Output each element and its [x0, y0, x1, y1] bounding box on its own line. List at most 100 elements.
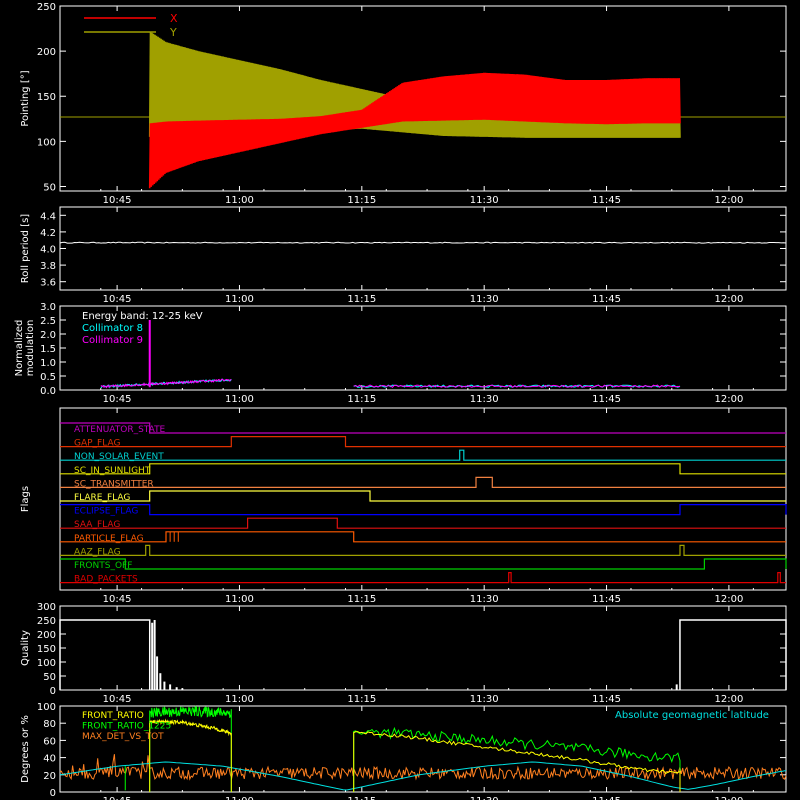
flag-trace-saa-flag — [60, 517, 786, 529]
legend-label: FRONT_RATIO — [82, 711, 144, 721]
y-tick-label: 3.6 — [40, 278, 56, 289]
x-tick-label: 11:15 — [347, 195, 376, 206]
y-tick-label: 2.0 — [40, 330, 56, 341]
series-geomagnetic-latitude — [59, 761, 787, 791]
y-tick-label: 200 — [37, 47, 56, 58]
y-tick-label: 150 — [37, 92, 56, 103]
x-tick-label: 10:45 — [103, 294, 132, 305]
flag-trace-fronts-off — [60, 558, 787, 570]
series-front-ratio — [149, 718, 232, 792]
x-tick-label: 11:45 — [592, 594, 621, 605]
x-tick-label: 12:00 — [714, 195, 743, 206]
flag-trace-sc-in-sunlight — [60, 463, 786, 475]
y-axis-label: Degrees or % — [20, 715, 31, 783]
panel-1: 50 100 150 200 250 10:45 11:00 11:15 11:30 11:45 1… — [20, 2, 787, 206]
x-tick-label: 11:15 — [347, 594, 376, 605]
x-tick-label: 11:00 — [225, 796, 254, 800]
y-tick-label: 50 — [43, 672, 56, 683]
x-tick-label: 11:15 — [347, 694, 376, 705]
y-tick-label: 4.2 — [40, 228, 56, 239]
x-tick-label: 10:45 — [103, 594, 132, 605]
y-tick-label: 50 — [43, 182, 56, 193]
legend-label: Energy band: 12-25 keV — [82, 311, 203, 322]
flag-trace-non-solar-event — [60, 449, 786, 461]
x-tick-label: 11:30 — [470, 394, 499, 405]
geomagnetic-latitude-label: Absolute geomagnetic latitude — [615, 710, 769, 721]
flag-label: BAD_PACKETS — [74, 575, 138, 585]
x-tick-label: 12:00 — [714, 294, 743, 305]
y-tick-label: 3.8 — [40, 261, 56, 272]
flag-label: AAZ_FLAG — [74, 547, 121, 557]
y-tick-label: 200 — [37, 630, 56, 641]
x-tick-label: 10:45 — [103, 796, 132, 800]
x-tick-label: 11:30 — [470, 796, 499, 800]
flag-trace-eclipse-flag — [60, 504, 787, 516]
y-tick-label: 4.4 — [40, 211, 56, 222]
plot-frame — [59, 5, 787, 192]
flag-label: FRONTS_OFF — [74, 561, 132, 571]
roll-period-series — [59, 241, 787, 244]
legend-label-Y: Y — [169, 26, 177, 39]
y-tick-label: 0 — [50, 788, 56, 799]
y-axis-label: Pointing [°] — [20, 70, 31, 126]
x-tick-label: 11:00 — [225, 694, 254, 705]
panel-6: 0 20 40 60 80 100 10:45 11:00 11:15 11:30 11:45 12:… — [20, 702, 787, 800]
series-front-ratio-1225 — [149, 705, 232, 792]
y-tick-label: 100 — [37, 658, 56, 669]
flag-trace-sc-transmitter — [60, 476, 786, 488]
x-tick-label: 12:00 — [714, 394, 743, 405]
y-tick-label: 2.5 — [40, 316, 56, 327]
plot-frame — [59, 206, 787, 291]
plot-frame — [59, 605, 787, 691]
plot-frame — [59, 407, 787, 591]
y-axis-label: modulation — [25, 320, 36, 377]
panel-2: 3.6 3.8 4.0 4.2 4.4 10:45 11:00 11:15 11:30 11:45… — [20, 206, 787, 305]
x-tick-label: 12:00 — [714, 594, 743, 605]
y-tick-label: 40 — [43, 754, 56, 765]
flag-label: SC_IN_SUNLIGHT — [74, 466, 151, 476]
y-axis-label: Roll period [s] — [20, 214, 31, 283]
flag-trace-particle-flag — [60, 531, 786, 543]
y-tick-label: 0.5 — [40, 372, 56, 383]
legend-label: Collimator 8 — [82, 323, 143, 334]
x-tick-label: 10:45 — [103, 394, 132, 405]
x-tick-label: 11:45 — [592, 294, 621, 305]
flag-trace-bad-packets — [60, 572, 786, 584]
y-tick-label: 1.5 — [40, 344, 56, 355]
flag-label: SC_TRANSMITTER — [74, 479, 154, 489]
flag-label: FLARE_FLAG — [74, 493, 130, 503]
y-tick-label: 3.0 — [40, 302, 56, 313]
y-tick-label: 150 — [37, 644, 56, 655]
flag-label: SAA_FLAG — [74, 520, 120, 530]
x-tick-label: 11:45 — [592, 796, 621, 800]
panel-3: 0.0 0.5 1.0 1.5 2.0 2.5 3.0 10:45 11:00 11:15 11:3… — [14, 302, 787, 405]
legend-label-X: X — [170, 12, 178, 25]
flag-trace-flare-flag — [60, 490, 786, 502]
y-tick-label: 4.0 — [40, 245, 56, 256]
panel-4: 10:45 11:00 11:15 11:30 11:45 12:00 Flags ATTEN… — [20, 407, 787, 605]
y-tick-label: 0.0 — [40, 386, 56, 397]
x-tick-label: 11:45 — [592, 195, 621, 206]
flag-label: ATTENUATOR_STATE — [74, 425, 166, 435]
legend-label: FRONT_RATIO_1225 — [82, 722, 171, 732]
y-axis-label: Normalized — [14, 320, 25, 377]
series-front-ratio-1225 — [353, 726, 681, 792]
panel-5: 0 50 100 150 200 250 300 10:45 11:00 11:15 11:30 11… — [20, 602, 787, 705]
x-tick-label: 11:00 — [225, 195, 254, 206]
flag-label: ECLIPSE_FLAG — [74, 507, 138, 517]
x-tick-label: 11:15 — [347, 294, 376, 305]
flag-label: NON_SOLAR_EVENT — [74, 452, 164, 462]
y-axis-label: Quality — [20, 630, 31, 666]
x-tick-label: 11:00 — [225, 594, 254, 605]
x-tick-label: 12:00 — [714, 694, 743, 705]
x-tick-label: 11:30 — [470, 294, 499, 305]
y-axis-label: Flags — [20, 486, 31, 512]
quality-high-1 — [679, 619, 787, 690]
x-tick-label: 11:00 — [225, 394, 254, 405]
y-tick-label: 20 — [43, 771, 56, 782]
series-X — [148, 72, 681, 189]
x-tick-label: 11:00 — [225, 294, 254, 305]
x-tick-label: 11:45 — [592, 694, 621, 705]
legend-label: Collimator 9 — [82, 335, 143, 346]
plot-frame — [59, 705, 787, 793]
